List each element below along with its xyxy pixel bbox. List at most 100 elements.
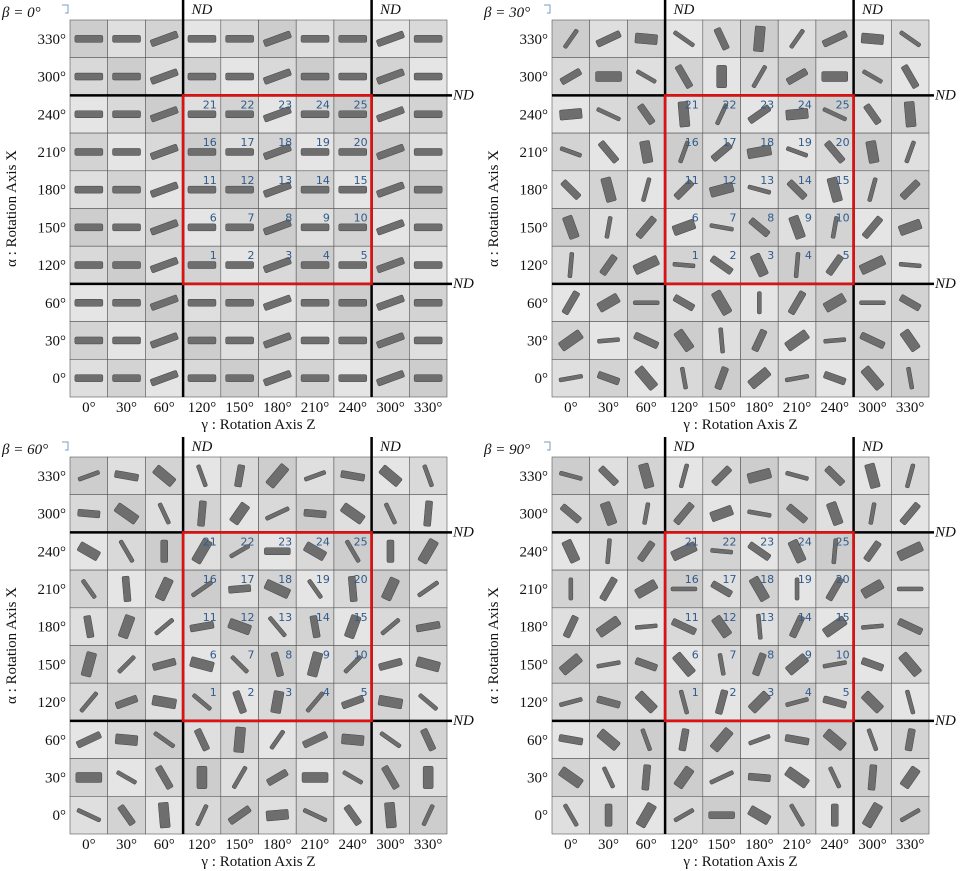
blade — [673, 179, 695, 200]
cell-number: 3 — [767, 249, 774, 262]
blade — [413, 374, 443, 382]
blade — [789, 615, 805, 639]
blade — [868, 502, 877, 525]
blade — [338, 374, 367, 382]
x-tick-label: 210° — [301, 400, 330, 416]
blade — [678, 140, 690, 164]
y-tick-label: 120° — [520, 695, 549, 711]
cell-number: 17 — [241, 573, 255, 586]
cell-number: 5 — [361, 686, 368, 699]
blade — [376, 106, 405, 123]
blade — [789, 803, 805, 827]
x-tick-label: 300° — [376, 400, 405, 416]
cell-number: 9 — [805, 649, 812, 662]
blade — [112, 72, 141, 81]
blade — [634, 365, 658, 391]
blade — [859, 255, 886, 275]
blade — [673, 808, 695, 823]
blade — [270, 651, 284, 677]
blade — [714, 366, 729, 390]
blade — [413, 72, 443, 81]
blade — [300, 336, 330, 345]
blade — [302, 731, 328, 749]
blade — [861, 690, 884, 714]
cell-number: 19 — [798, 573, 812, 586]
blade — [751, 65, 767, 88]
blade — [74, 35, 104, 43]
cell-number: 2 — [730, 249, 737, 262]
blade — [338, 148, 367, 156]
blade — [150, 370, 179, 387]
image-cell — [551, 569, 591, 609]
blade — [599, 254, 618, 276]
y-tick-label: 180° — [38, 620, 67, 636]
blade — [716, 65, 727, 89]
y-tick-label: 30° — [45, 770, 66, 786]
blade — [264, 547, 291, 555]
cell-number: 23 — [760, 535, 774, 548]
cell-number: 16 — [685, 136, 699, 149]
blade — [187, 336, 217, 345]
nd-label: ND — [452, 276, 474, 292]
blade — [265, 463, 289, 489]
y-tick-label: 30° — [527, 770, 548, 786]
blade — [74, 110, 104, 118]
blade — [150, 106, 179, 123]
y-tick-label: 0° — [53, 371, 67, 387]
y-tick-label: 60° — [45, 296, 66, 312]
cell-number: 17 — [723, 136, 737, 149]
blade — [825, 254, 844, 276]
cell-number: 16 — [685, 573, 699, 586]
blade — [121, 575, 132, 602]
blade — [150, 219, 179, 236]
blade — [415, 656, 441, 673]
cell-number: 19 — [316, 573, 330, 586]
blade — [866, 728, 879, 752]
blade — [900, 765, 921, 789]
beta-label: β = 30° — [483, 5, 530, 21]
blade — [265, 506, 290, 521]
blade — [413, 148, 443, 156]
blade — [675, 64, 693, 89]
blade — [865, 140, 880, 164]
cell-number: 23 — [278, 98, 292, 111]
blade — [77, 508, 101, 519]
x-tick-label: 180° — [263, 400, 292, 416]
blade — [266, 769, 289, 786]
blade — [559, 697, 583, 707]
blade — [114, 502, 140, 525]
blade — [822, 695, 847, 709]
image-cell — [815, 607, 854, 646]
blade — [189, 621, 215, 633]
x-tick-label: 330° — [896, 837, 925, 853]
x-tick-label: 150° — [707, 400, 736, 416]
blade — [263, 579, 291, 599]
x-axis-title: γ : Rotation Axis Z — [682, 854, 797, 870]
x-tick-label: 330° — [414, 400, 443, 416]
cell-number: 13 — [760, 611, 774, 624]
x-tick-label: 240° — [821, 837, 850, 853]
blade — [80, 651, 97, 678]
blade — [747, 541, 771, 561]
blade — [786, 503, 808, 524]
y-tick-label: 150° — [38, 220, 67, 236]
blade — [386, 539, 395, 563]
blade — [112, 261, 141, 269]
blade — [230, 655, 249, 674]
cell-number: 5 — [843, 249, 850, 262]
blade — [746, 468, 772, 484]
cell-number: 20 — [354, 136, 368, 149]
x-tick-label: 0° — [564, 400, 578, 416]
x-tick-label: 330° — [896, 400, 925, 416]
blade — [413, 35, 443, 43]
blade — [898, 651, 922, 677]
x-tick-label: 150° — [225, 400, 254, 416]
blade — [641, 764, 651, 791]
blade — [672, 294, 695, 311]
y-tick-label: 0° — [53, 808, 67, 824]
blade — [822, 615, 848, 638]
blade — [301, 772, 329, 783]
blade — [600, 501, 617, 526]
blade — [600, 176, 617, 203]
